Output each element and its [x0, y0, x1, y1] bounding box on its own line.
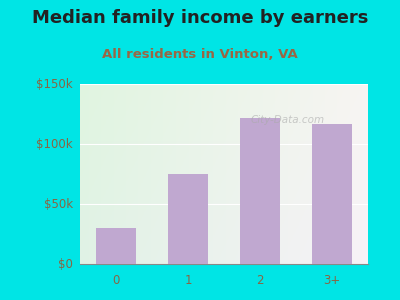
- Bar: [96, 228, 136, 264]
- Text: City-Data.com: City-Data.com: [250, 115, 324, 125]
- Text: Median family income by earners: Median family income by earners: [32, 9, 368, 27]
- Text: $150k: $150k: [36, 77, 73, 91]
- Bar: [312, 124, 352, 264]
- Text: All residents in Vinton, VA: All residents in Vinton, VA: [102, 48, 298, 61]
- Bar: [168, 174, 208, 264]
- Text: $0: $0: [58, 257, 73, 271]
- Bar: [240, 118, 280, 264]
- Text: $50k: $50k: [44, 197, 73, 211]
- Text: $100k: $100k: [36, 137, 73, 151]
